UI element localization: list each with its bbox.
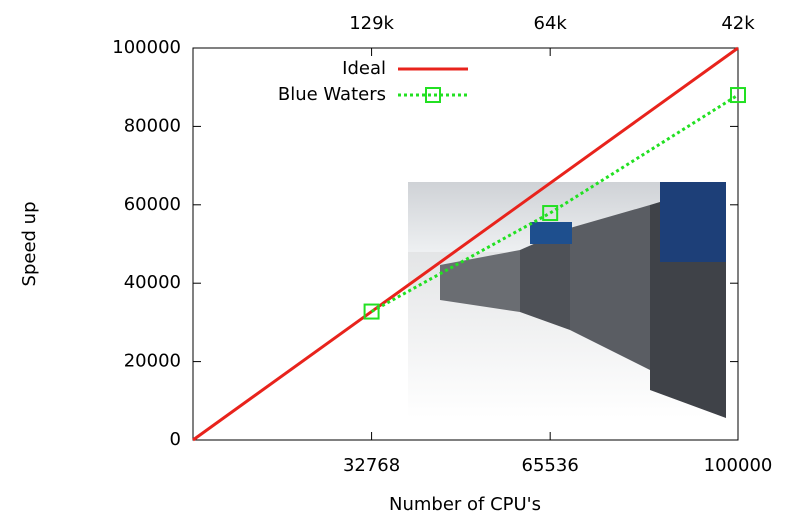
y-tick-label: 80000 xyxy=(124,115,181,136)
x-tick-label: 100000 xyxy=(704,455,773,476)
x-axis-label: Number of CPU's xyxy=(389,494,541,515)
x-tick-label: 65536 xyxy=(522,455,579,476)
y-tick-label: 0 xyxy=(170,429,181,450)
photo xyxy=(408,182,726,418)
y-tick-label: 40000 xyxy=(124,272,181,293)
y-tick-label: 100000 xyxy=(112,37,181,58)
x2-tick-label: 42k xyxy=(721,13,755,34)
x2-tick-label: 129k xyxy=(349,13,394,34)
y-tick-label: 60000 xyxy=(124,194,181,215)
chart: Speed up Number of CPU's 0 20000 40000 6000… xyxy=(0,0,795,519)
legend-label: Ideal xyxy=(342,58,386,79)
y-axis-label: Speed up xyxy=(19,202,40,287)
legend-label: Blue Waters xyxy=(278,84,386,105)
x-tick-label: 32768 xyxy=(343,455,400,476)
x2-tick-label: 64k xyxy=(534,13,568,34)
y-tick-label: 20000 xyxy=(124,351,181,372)
